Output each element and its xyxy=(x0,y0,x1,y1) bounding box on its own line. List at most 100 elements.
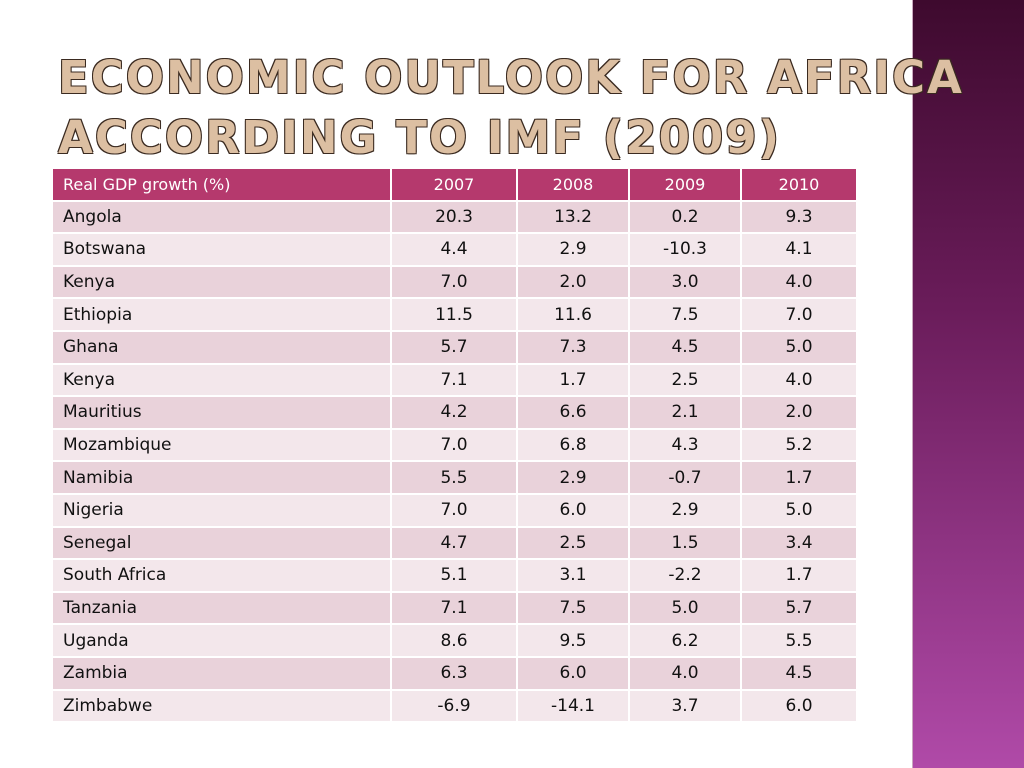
value-cell: 8.6 xyxy=(390,623,518,658)
country-cell: Zambia xyxy=(51,655,392,691)
header-cell: 2009 xyxy=(628,167,742,202)
value-cell: 7.1 xyxy=(390,362,518,398)
value-cell: 0.2 xyxy=(628,199,742,235)
header-cell: Real GDP growth (%) xyxy=(51,167,392,202)
country-cell: Uganda xyxy=(51,623,392,658)
table-row: Nigeria 7.0 6.0 2.9 5.0 xyxy=(51,492,858,528)
value-cell: 7.1 xyxy=(390,590,518,626)
value-cell: 3.4 xyxy=(740,525,858,561)
value-cell: -6.9 xyxy=(390,688,518,724)
title: ECONOMIC OUTLOOK FOR AFRICA ACCORDING TO… xyxy=(58,48,964,168)
value-cell: 5.0 xyxy=(628,590,742,626)
value-cell: 2.9 xyxy=(628,492,742,528)
table-row: Ghana 5.7 7.3 4.5 5.0 xyxy=(51,329,858,365)
value-cell: 2.0 xyxy=(740,395,858,430)
country-cell: Ghana xyxy=(51,329,392,365)
table-row: Uganda 8.6 9.5 6.2 5.5 xyxy=(51,623,858,658)
value-cell: 6.0 xyxy=(516,655,630,691)
value-cell: 4.2 xyxy=(390,395,518,430)
table-row: Tanzania 7.1 7.5 5.0 5.7 xyxy=(51,590,858,626)
value-cell: 3.0 xyxy=(628,264,742,300)
value-cell: 11.6 xyxy=(516,297,630,332)
country-cell: Tanzania xyxy=(51,590,392,626)
value-cell: 2.0 xyxy=(516,264,630,300)
value-cell: 5.1 xyxy=(390,558,518,593)
value-cell: 6.0 xyxy=(516,492,630,528)
value-cell: -14.1 xyxy=(516,688,630,724)
value-cell: 2.9 xyxy=(516,460,630,495)
value-cell: 2.9 xyxy=(516,232,630,267)
value-cell: 6.8 xyxy=(516,427,630,463)
value-cell: 2.1 xyxy=(628,395,742,430)
table-row: Zimbabwe -6.9 -14.1 3.7 6.0 xyxy=(51,688,858,724)
value-cell: 2.5 xyxy=(516,525,630,561)
value-cell: 6.2 xyxy=(628,623,742,658)
header-cell: 2007 xyxy=(390,167,518,202)
value-cell: 7.5 xyxy=(516,590,630,626)
value-cell: 4.5 xyxy=(740,655,858,691)
value-cell: 5.0 xyxy=(740,492,858,528)
value-cell: 9.5 xyxy=(516,623,630,658)
value-cell: 4.7 xyxy=(390,525,518,561)
value-cell: 2.5 xyxy=(628,362,742,398)
value-cell: 6.3 xyxy=(390,655,518,691)
country-cell: Ethiopia xyxy=(51,297,392,332)
country-cell: Namibia xyxy=(51,460,392,495)
country-cell: Kenya xyxy=(51,264,392,300)
value-cell: 7.0 xyxy=(740,297,858,332)
value-cell: 4.4 xyxy=(390,232,518,267)
value-cell: 4.5 xyxy=(628,329,742,365)
value-cell: 1.7 xyxy=(740,460,858,495)
table-row: Angola 20.3 13.2 0.2 9.3 xyxy=(51,199,858,235)
country-cell: Zimbabwe xyxy=(51,688,392,724)
table-row: Kenya 7.0 2.0 3.0 4.0 xyxy=(51,264,858,300)
value-cell: 7.0 xyxy=(390,264,518,300)
value-cell: 5.5 xyxy=(390,460,518,495)
value-cell: 5.0 xyxy=(740,329,858,365)
value-cell: 3.7 xyxy=(628,688,742,724)
country-cell: Senegal xyxy=(51,525,392,561)
table-row: Ethiopia 11.5 11.6 7.5 7.0 xyxy=(51,297,858,332)
value-cell: 6.6 xyxy=(516,395,630,430)
title-line: ECONOMIC OUTLOOK FOR AFRICA xyxy=(58,51,964,104)
country-cell: Mauritius xyxy=(51,395,392,430)
value-cell: 5.7 xyxy=(390,329,518,365)
table-row: Mozambique 7.0 6.8 4.3 5.2 xyxy=(51,427,858,463)
value-cell: 5.2 xyxy=(740,427,858,463)
value-cell: 11.5 xyxy=(390,297,518,332)
sidebar xyxy=(912,0,1024,768)
header-cell: 2010 xyxy=(740,167,858,202)
table-row: Mauritius 4.2 6.6 2.1 2.0 xyxy=(51,395,858,430)
value-cell: 13.2 xyxy=(516,199,630,235)
value-cell: 1.5 xyxy=(628,525,742,561)
value-cell: -2.2 xyxy=(628,558,742,593)
value-cell: -10.3 xyxy=(628,232,742,267)
value-cell: 4.3 xyxy=(628,427,742,463)
table-row: Kenya 7.1 1.7 2.5 4.0 xyxy=(51,362,858,398)
value-cell: 4.0 xyxy=(740,362,858,398)
header-cell: 2008 xyxy=(516,167,630,202)
value-cell: 9.3 xyxy=(740,199,858,235)
country-cell: Nigeria xyxy=(51,492,392,528)
value-cell: 4.1 xyxy=(740,232,858,267)
value-cell: 4.0 xyxy=(628,655,742,691)
value-cell: 1.7 xyxy=(740,558,858,593)
value-cell: 5.5 xyxy=(740,623,858,658)
table-row: Zambia 6.3 6.0 4.0 4.5 xyxy=(51,655,858,691)
country-cell: Botswana xyxy=(51,232,392,267)
country-cell: Mozambique xyxy=(51,427,392,463)
value-cell: 5.7 xyxy=(740,590,858,626)
value-cell: 7.5 xyxy=(628,297,742,332)
header-row: Real GDP growth (%) 2007 2008 2009 2010 xyxy=(51,167,858,202)
value-cell: 4.0 xyxy=(740,264,858,300)
title-line: ACCORDING TO IMF (2009) xyxy=(58,111,782,164)
country-cell: Angola xyxy=(51,199,392,235)
value-cell: 1.7 xyxy=(516,362,630,398)
table-row: South Africa 5.1 3.1 -2.2 1.7 xyxy=(51,558,858,593)
country-cell: South Africa xyxy=(51,558,392,593)
table-row: Namibia 5.5 2.9 -0.7 1.7 xyxy=(51,460,858,495)
table-row: Botswana 4.4 2.9 -10.3 4.1 xyxy=(51,232,858,267)
value-cell: 3.1 xyxy=(516,558,630,593)
gdp-table: Real GDP growth (%) 2007 2008 2009 2010 Angol… xyxy=(51,167,858,724)
